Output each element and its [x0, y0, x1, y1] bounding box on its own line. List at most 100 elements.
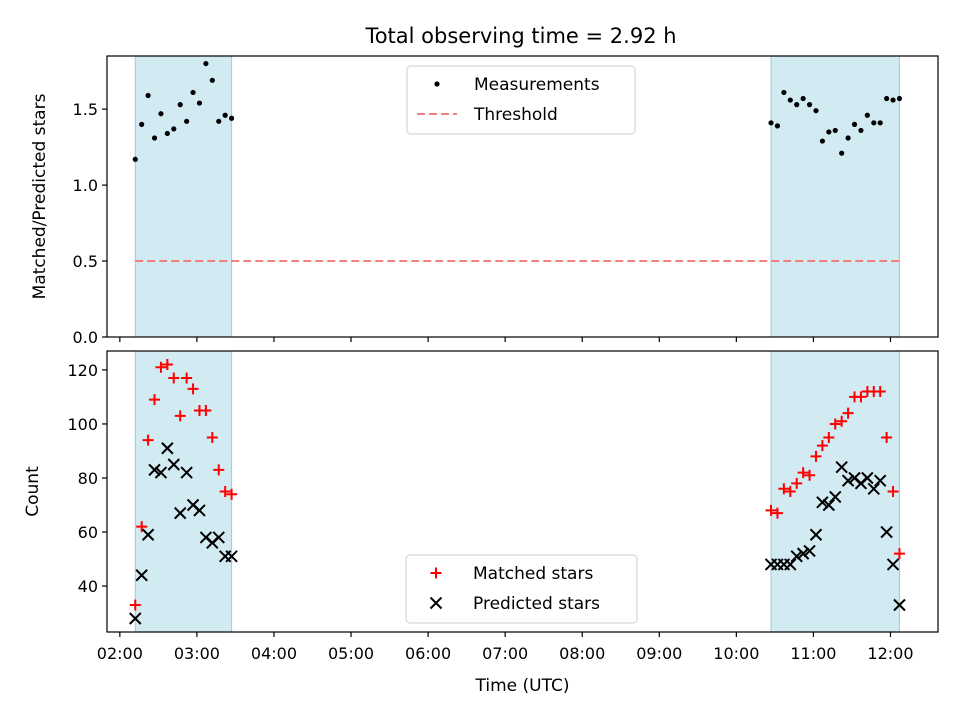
- measurement-point: [832, 127, 838, 134]
- matched-stars-point: [200, 404, 212, 416]
- measurement-point: [184, 118, 190, 124]
- y-tick-label: 60: [78, 523, 98, 542]
- predicted-stars-point: [893, 598, 906, 612]
- matched-stars-point: [797, 467, 809, 479]
- predicted-stars-point: [816, 496, 829, 509]
- measurement-point: [196, 100, 203, 106]
- matched-stars-point: [791, 477, 803, 489]
- axes-frame: [106, 55, 939, 338]
- matched-stars-point: [771, 507, 783, 519]
- predicted-stars-point: [886, 558, 900, 571]
- matched-stars-point: [823, 431, 835, 443]
- matched-stars-point: [136, 521, 148, 533]
- predicted-stars-point: [784, 558, 797, 571]
- legend-label: Matched stars: [473, 564, 593, 584]
- measurement-point: [819, 138, 826, 144]
- predicted-stars-point: [880, 525, 893, 539]
- measurement-point: [132, 156, 138, 162]
- predicted-stars-point: [861, 471, 874, 485]
- matched-stars-point: [842, 407, 854, 419]
- matched-stars-point: [855, 391, 867, 403]
- matched-stars-point: [174, 410, 186, 422]
- predicted-stars-point: [225, 550, 238, 563]
- measurement-point: [877, 120, 883, 126]
- y-axis-label: Count: [23, 466, 43, 517]
- y-tick-label: 120: [67, 361, 98, 380]
- measurement-point: [158, 111, 164, 117]
- predicted-stars-point: [154, 466, 168, 479]
- x-tick-label: 05:00: [328, 644, 374, 663]
- matched-stars-point: [784, 486, 796, 497]
- predicted-stars-point: [161, 442, 174, 455]
- x-tick-label: 11:00: [790, 644, 836, 663]
- predicted-stars-point: [167, 458, 180, 471]
- matched-stars-point: [836, 415, 848, 427]
- measurement-point: [890, 97, 896, 103]
- measurement-point: [228, 115, 235, 121]
- matched-stars-point: [181, 372, 193, 384]
- measurement-point: [826, 129, 832, 135]
- measurement-point: [781, 89, 787, 96]
- measurement-point: [896, 95, 903, 102]
- matched-stars-point: [226, 488, 238, 500]
- matched-stars-point: [168, 372, 180, 384]
- matched-stars-point: [206, 431, 218, 443]
- legend-box: [406, 65, 636, 135]
- predicted-stars-point: [212, 531, 225, 544]
- predicted-stars-point: [841, 474, 855, 487]
- measurement-point: [203, 60, 209, 67]
- y-axis-label: Matched/Predicted stars: [30, 93, 50, 299]
- predicted-stars-point: [148, 463, 161, 477]
- matched-stars-point: [829, 418, 841, 430]
- measurement-point: [845, 135, 851, 141]
- predicted-stars-point: [180, 466, 193, 479]
- x-tick-label: 12:00: [867, 644, 913, 663]
- predicted-stars-point: [790, 550, 803, 563]
- measurement-point: [222, 112, 228, 118]
- x-tick-label: 06:00: [405, 644, 451, 663]
- y-tick-label: 40: [78, 577, 98, 596]
- y-tick-label: 100: [67, 415, 98, 434]
- measurement-point: [794, 102, 800, 108]
- predicted-stars-point: [129, 612, 142, 625]
- predicted-stars-point: [803, 544, 816, 558]
- measurement-point: [177, 102, 183, 108]
- y-tick-label: 0.5: [73, 252, 98, 271]
- y-tick-label: 1.5: [73, 100, 98, 119]
- matched-stars-point: [881, 431, 893, 443]
- legend-label: Measurements: [474, 75, 600, 95]
- axes-frame: [106, 350, 939, 633]
- x-tick-label: 09:00: [636, 644, 682, 663]
- predicted-stars-point: [809, 528, 823, 541]
- x-tick-label: 04:00: [251, 644, 297, 663]
- matched-stars-point: [893, 548, 905, 560]
- predicted-stars-point: [193, 504, 206, 517]
- measurement-point: [884, 95, 890, 102]
- matched-stars-point: [155, 361, 167, 373]
- predicted-stars-point: [867, 482, 880, 496]
- legend-marker-predicted: [429, 596, 443, 610]
- legend: Matched stars Predicted stars: [405, 554, 638, 624]
- predicted-stars-point: [822, 498, 836, 512]
- measurement-point: [871, 120, 877, 126]
- matched-stars-point: [804, 469, 816, 481]
- measurement-point: [839, 150, 845, 156]
- shaded-window-1: [134, 350, 233, 633]
- x-axis-label: Time (UTC): [475, 676, 570, 696]
- legend-marker-matched: [430, 567, 442, 579]
- measurement-point: [164, 130, 170, 137]
- y-tick-label: 1.0: [73, 176, 98, 195]
- chart-title: Total observing time = 2.92 h: [364, 24, 676, 48]
- x-tick-label: 10:00: [713, 644, 759, 663]
- predicted-stars-point: [135, 569, 148, 582]
- measurement-point: [787, 97, 793, 103]
- legend-label: Threshold: [473, 105, 558, 125]
- predicted-stars-point: [873, 474, 887, 487]
- matched-stars-point: [816, 440, 828, 452]
- measurement-point: [139, 121, 145, 127]
- matched-stars-point: [874, 386, 886, 398]
- measurement-point: [806, 102, 813, 108]
- y-tick-label: 80: [78, 469, 98, 488]
- legend-label: Predicted stars: [473, 594, 600, 614]
